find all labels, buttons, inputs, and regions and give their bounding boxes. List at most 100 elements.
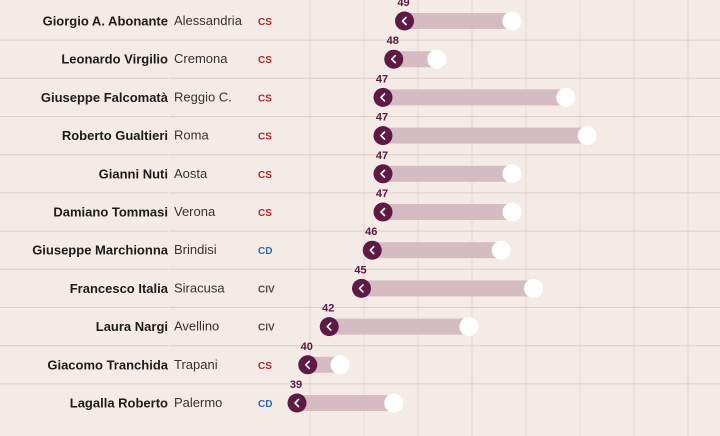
- candidate-name: Giuseppe Falcomatà: [41, 90, 169, 105]
- end-marker: [459, 317, 479, 337]
- chevron-left-icon: [380, 207, 386, 217]
- start-marker: [298, 355, 318, 375]
- city-label: Reggio C.: [174, 89, 232, 104]
- chevron-left-icon: [380, 169, 386, 179]
- range-bar: [329, 318, 469, 335]
- chevron-left-icon: [380, 93, 386, 102]
- candidate-name: Giacomo Tranchida: [47, 357, 168, 372]
- row-2: Giuseppe Falcomatà Reggio C. CS 47: [0, 73, 720, 107]
- candidate-name: Lagalla Roberto: [70, 396, 168, 411]
- value-label: 47: [376, 150, 388, 162]
- row-6: Giuseppe Marchionna Brindisi CD 46: [0, 226, 720, 260]
- end-marker: [330, 355, 350, 375]
- start-marker: [362, 240, 382, 260]
- party-badge: CS: [258, 55, 272, 66]
- end-marker: [427, 49, 447, 69]
- range-bar: [383, 204, 512, 220]
- chevron-left-icon: [358, 284, 364, 293]
- value-label: 46: [365, 226, 377, 238]
- start-marker: [373, 126, 393, 146]
- range-bar: [372, 242, 502, 259]
- range-bar: [383, 165, 512, 182]
- chevron-left-icon: [294, 398, 300, 408]
- party-badge: CD: [258, 246, 272, 257]
- chevron-left-icon: [326, 322, 332, 331]
- start-marker: [287, 393, 307, 413]
- candidate-name: Laura Nargi: [96, 319, 168, 334]
- end-marker: [502, 202, 522, 222]
- start-marker: [352, 278, 371, 298]
- city-label: Alessandria: [174, 13, 243, 28]
- candidate-name: Damiano Tommasi: [53, 205, 168, 220]
- party-badge: CD: [258, 399, 272, 410]
- city-label: Brindisi: [174, 242, 217, 257]
- city-label: Siracusa: [174, 280, 225, 295]
- end-marker: [556, 87, 576, 107]
- candidate-name: Roberto Gualtieri: [62, 128, 168, 143]
- value-label: 47: [376, 73, 388, 85]
- row-8: Laura Nargi Avellino CIV 42: [0, 303, 720, 337]
- value-label: 40: [301, 341, 313, 353]
- party-badge: CIV: [258, 284, 275, 295]
- row-10: Lagalla Roberto Palermo CD 39: [0, 379, 720, 413]
- party-badge: CS: [258, 361, 272, 372]
- city-label: Trapani: [174, 357, 218, 372]
- candidate-name: Giuseppe Marchionna: [32, 243, 169, 258]
- chevron-left-icon: [304, 360, 311, 370]
- candidate-name: Giorgio A. Abonante: [43, 14, 168, 29]
- row-1: Leonardo Virgilio Cremona CS 48: [0, 35, 720, 69]
- range-bar: [393, 51, 437, 68]
- row-4: Gianni Nuti Aosta CS 47: [0, 150, 720, 184]
- party-badge: CS: [258, 170, 272, 181]
- range-bar: [383, 127, 588, 144]
- city-label: Verona: [174, 204, 216, 219]
- city-label: Palermo: [174, 395, 222, 410]
- party-badge: CS: [258, 93, 272, 104]
- start-marker: [373, 202, 393, 222]
- start-marker: [395, 11, 414, 31]
- start-marker: [384, 49, 404, 69]
- row-9: Giacomo Tranchida Trapani CS 40: [0, 341, 720, 375]
- chevron-left-icon: [390, 54, 397, 64]
- chart-rows: Giorgio A. Abonante Alessandria CS 49 Leonar…: [0, 0, 720, 413]
- range-bar: [361, 280, 534, 297]
- city-label: Roma: [174, 128, 209, 143]
- end-marker: [502, 164, 522, 184]
- start-marker: [373, 87, 393, 107]
- chevron-left-icon: [401, 16, 407, 26]
- value-label: 48: [387, 35, 399, 47]
- row-7: Francesco Italia Siracusa CIV 45: [0, 264, 720, 298]
- row-5: Damiano Tommasi Verona CS 47: [0, 188, 720, 222]
- party-badge: CS: [258, 132, 272, 143]
- value-label: 49: [397, 0, 409, 9]
- start-marker: [373, 164, 393, 184]
- end-marker: [384, 393, 404, 413]
- range-bar: [383, 89, 566, 106]
- party-badge: CIV: [258, 323, 275, 334]
- row-0: Giorgio A. Abonante Alessandria CS 49: [43, 0, 522, 31]
- end-marker: [524, 278, 543, 298]
- value-label: 47: [376, 112, 388, 124]
- start-marker: [319, 317, 339, 337]
- candidate-name: Francesco Italia: [70, 281, 169, 296]
- range-bar: [297, 395, 394, 411]
- city-label: Cremona: [174, 51, 228, 66]
- end-marker: [491, 240, 511, 260]
- value-label: 42: [322, 303, 334, 315]
- party-badge: CS: [258, 17, 272, 28]
- party-badge: CS: [258, 208, 272, 219]
- chevron-left-icon: [369, 245, 375, 255]
- range-bar: [404, 13, 512, 29]
- value-label: 45: [354, 264, 366, 276]
- candidate-name: Leonardo Virgilio: [61, 52, 168, 67]
- value-label: 39: [290, 379, 302, 391]
- value-label: 47: [376, 188, 388, 200]
- row-3: Roberto Gualtieri Roma CS 47: [0, 112, 720, 146]
- city-label: Aosta: [174, 166, 208, 181]
- city-label: Avellino: [174, 319, 219, 334]
- end-marker: [502, 11, 522, 31]
- chevron-left-icon: [380, 131, 386, 140]
- end-marker: [577, 126, 597, 146]
- candidate-name: Gianni Nuti: [99, 166, 168, 181]
